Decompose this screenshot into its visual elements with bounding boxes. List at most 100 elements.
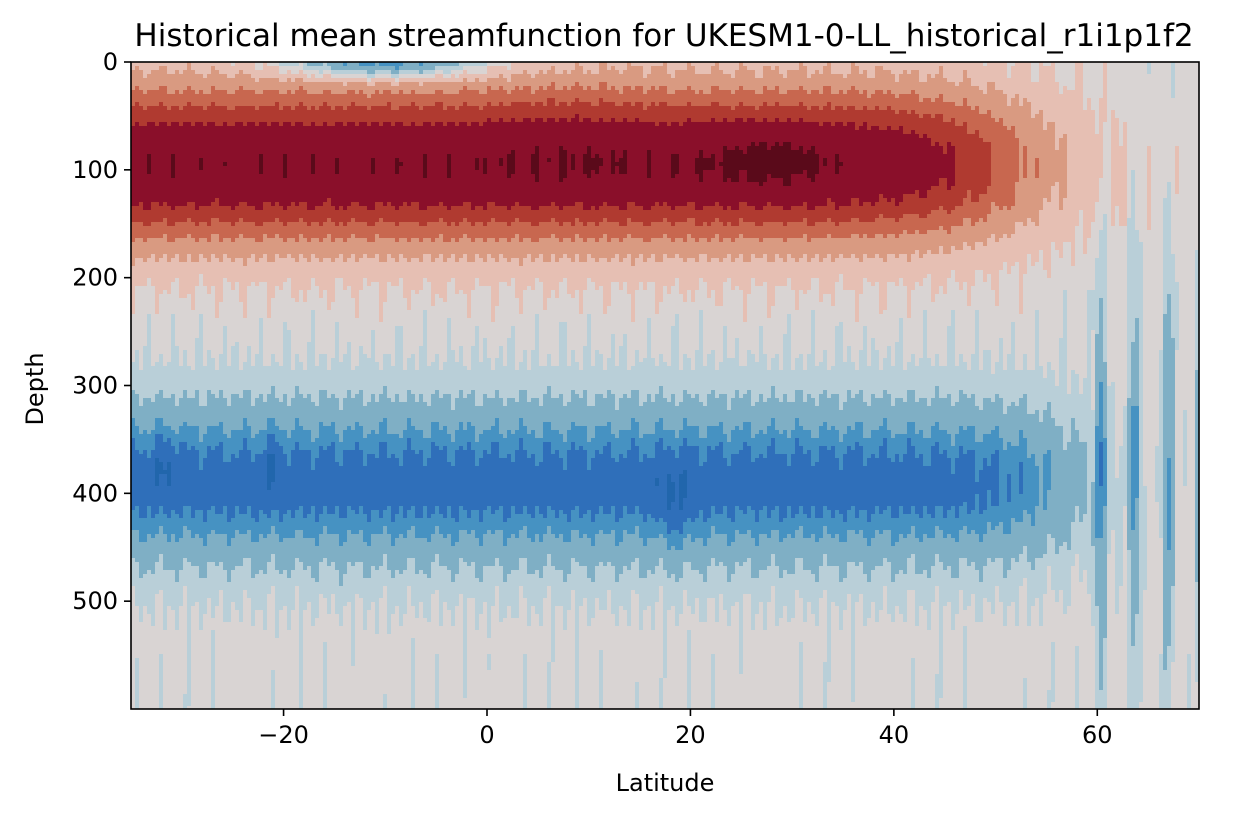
contour-cell [143,570,148,575]
contour-cell [175,674,180,679]
contour-cell [135,458,140,463]
contour-cell [179,342,184,347]
contour-cell [163,514,168,519]
contour-cell [147,414,152,419]
contour-cell [135,662,140,667]
contour-cell [155,138,160,143]
contour-cell [195,334,200,339]
contour-cell [191,546,196,551]
contour-cell [147,302,152,307]
contour-cell [187,186,192,191]
contour-cell [167,626,172,631]
contour-cell [179,242,184,247]
contour-cell [143,90,148,95]
contour-cell [159,242,164,247]
contour-cell [155,246,160,251]
contour-cell [175,470,180,475]
contour-cell [159,654,164,659]
contour-cell [191,646,196,651]
contour-cell [159,202,164,207]
contour-cell [159,170,164,175]
contour-cell [167,678,172,683]
contour-cell [175,230,180,235]
contour-cell [155,566,160,571]
contour-cell [175,626,180,631]
contour-cell [179,126,184,131]
contour-cell [183,578,188,583]
contour-cell [191,346,196,351]
contour-cell [143,182,148,187]
contour-cell [171,594,176,599]
contour-cell [159,386,164,391]
contour-cell [139,126,144,131]
contour-cell [139,498,144,503]
contour-cell [151,478,156,483]
contour-cell [195,158,200,163]
contour-cell [143,266,148,271]
contour-cell [195,202,200,207]
contour-cell [183,458,188,463]
contour-cell [175,290,180,295]
contour-cell [135,442,140,447]
contour-cell [191,270,196,275]
contour-cell [179,230,184,235]
contour-cell [179,174,184,179]
contour-cell [155,602,160,607]
contour-cell [135,650,140,655]
contour-cell [163,258,168,263]
contour-cell [135,550,140,555]
contour-cell [191,110,196,115]
contour-cell [155,458,160,463]
contour-cell [147,482,152,487]
contour-cell [139,418,144,423]
contour-cell [183,154,188,159]
contour-cell [135,658,140,663]
contour-cell [179,350,184,355]
contour-cell [135,466,140,471]
contour-cell [195,698,200,703]
contour-cell [183,338,188,343]
contour-cell [171,190,176,195]
contour-cell [191,670,196,675]
contour-cell [143,310,148,315]
contour-cell [191,702,196,707]
contour-cell [171,542,176,547]
contour-cell [191,70,196,75]
contour-cell [155,82,160,87]
contour-cell [187,302,192,307]
contour-cell [135,598,140,603]
contour-cell [195,662,200,667]
contour-cell [187,154,192,159]
contour-cell [179,298,184,303]
contour-cell [183,110,188,115]
contour-cell [155,130,160,135]
contour-cell [143,478,148,483]
contour-cell [139,242,144,247]
contour-cell [159,262,164,267]
contour-cell [135,322,140,327]
contour-cell [155,462,160,467]
contour-cell [163,622,168,627]
contour-cell [187,322,192,327]
contour-cell [175,502,180,507]
contour-cell [171,570,176,575]
contour-cell [151,434,156,439]
contour-cell [139,102,144,107]
contour-cell [147,370,152,375]
contour-cell [163,434,168,439]
contour-cell [167,574,172,579]
contour-cell [139,682,144,687]
contour-cell [143,122,148,127]
contour-cell [147,282,152,287]
contour-cell [147,82,152,87]
contour-cell [171,506,176,511]
contour-cell [151,246,156,251]
contour-cell [163,98,168,103]
contour-cell [139,178,144,183]
contour-cell [147,502,152,507]
contour-cell [147,74,152,79]
contour-cell [175,686,180,691]
contour-cell [139,194,144,199]
contour-cell [187,162,192,167]
contour-cell [183,402,188,407]
